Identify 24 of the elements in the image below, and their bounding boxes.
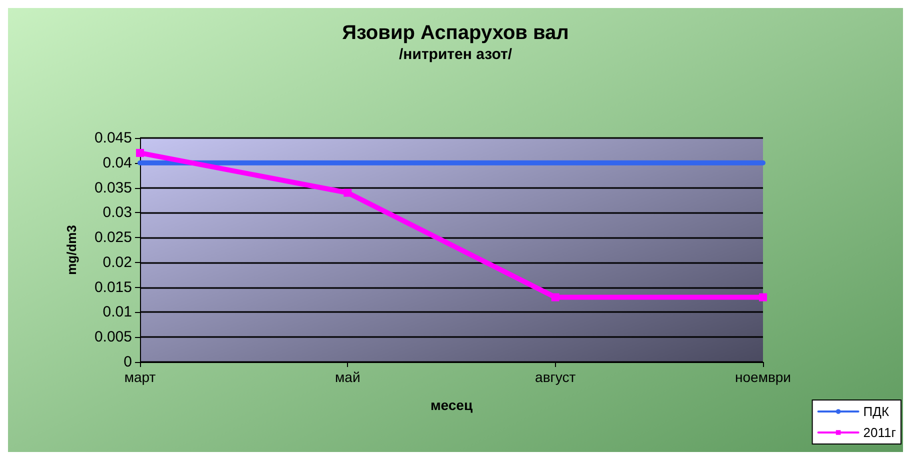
y-tick-label: 0.035 [94, 179, 132, 196]
y-tick-label: 0.02 [102, 254, 132, 271]
y-tick-label: 0.045 [94, 130, 132, 146]
point [136, 148, 144, 157]
y-tick-label: 0.04 [102, 154, 132, 172]
point [344, 188, 352, 197]
x-tick-label: ноември [735, 369, 791, 385]
x-tick-label: март [124, 369, 156, 385]
chart-title: Язовир Аспарухов вал [342, 22, 569, 44]
y-axis-title: mg/dm3 [64, 225, 79, 275]
y-tick-label: 0.015 [94, 278, 132, 296]
y-tick-label: 0.03 [102, 204, 132, 222]
y-tick-label: 0 [124, 354, 132, 370]
y-tick-label: 0.005 [94, 328, 132, 346]
y-tick-label: 0.01 [102, 304, 132, 321]
x-tick-label: август [535, 369, 576, 385]
legend-label: ПДК [863, 404, 890, 419]
x-axis-title: месец [430, 397, 473, 413]
x-tick-label: май [335, 369, 360, 385]
y-tick-label: 0.025 [94, 229, 132, 246]
chart-subtitle: /нитритен азот/ [398, 46, 513, 63]
point [759, 293, 767, 302]
legend-label: 2011г [863, 425, 896, 440]
point [551, 293, 560, 302]
